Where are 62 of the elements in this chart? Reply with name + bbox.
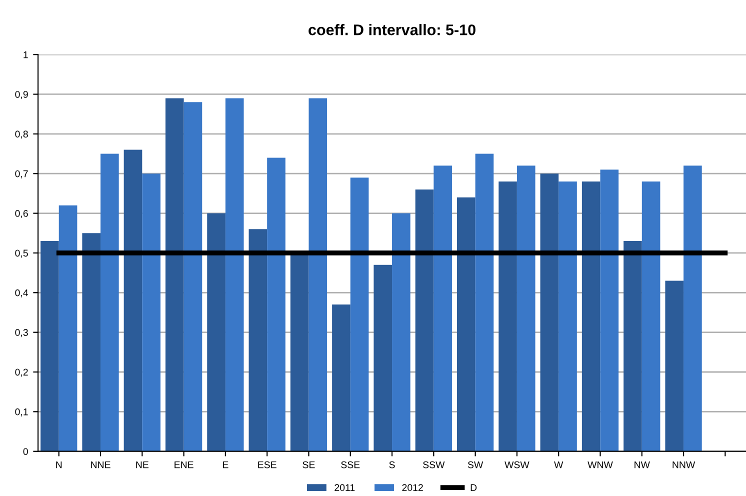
x-tick-label: E bbox=[223, 461, 228, 468]
bar bbox=[40, 241, 59, 452]
bar bbox=[434, 166, 452, 452]
x-tick-label: NNE bbox=[91, 461, 110, 468]
bar bbox=[624, 241, 642, 452]
x-tick-label: SW bbox=[468, 461, 484, 468]
bar bbox=[582, 182, 600, 452]
y-tick-label: 1 bbox=[24, 51, 28, 58]
bar bbox=[350, 178, 369, 452]
x-tick-label: WSW bbox=[504, 461, 530, 468]
y-tick-label: 0 bbox=[23, 448, 28, 455]
bar bbox=[124, 150, 142, 452]
y-tick-label: 0,1 bbox=[15, 408, 28, 416]
x-tick-label: NNW bbox=[672, 461, 696, 468]
bar bbox=[184, 102, 202, 452]
bar bbox=[392, 213, 410, 452]
bar bbox=[540, 174, 559, 452]
bar bbox=[600, 170, 619, 452]
x-tick-label: SSE bbox=[341, 461, 360, 468]
bar bbox=[456, 197, 476, 452]
bar bbox=[267, 158, 286, 452]
bar bbox=[207, 213, 226, 452]
x-tick-label: ESE bbox=[258, 461, 276, 468]
bar bbox=[100, 154, 119, 452]
bar bbox=[248, 229, 268, 452]
bar bbox=[58, 205, 78, 452]
x-tick-label: NE bbox=[136, 461, 148, 468]
x-tick-label: NW bbox=[634, 461, 650, 468]
y-tick-label: 0,8 bbox=[15, 130, 28, 139]
x-tick-label: S bbox=[389, 461, 395, 468]
bar bbox=[374, 264, 392, 452]
legend-label: 2011 bbox=[334, 484, 355, 492]
legend-label: 2012 bbox=[402, 484, 423, 492]
bar bbox=[475, 154, 494, 452]
bar bbox=[642, 182, 660, 452]
x-tick-label: SSW bbox=[423, 461, 445, 468]
y-tick-label: 0,6 bbox=[15, 210, 28, 218]
bar bbox=[415, 189, 434, 452]
bar bbox=[225, 98, 244, 452]
legend-label: D bbox=[470, 484, 477, 491]
chart-title: coeff. D intervallo: 5-10 bbox=[308, 24, 476, 36]
x-tick-label: ENE bbox=[174, 461, 194, 468]
bar bbox=[665, 280, 684, 452]
bar bbox=[516, 166, 536, 452]
bar bbox=[684, 166, 702, 452]
y-tick-label: 0,4 bbox=[15, 289, 28, 298]
bar bbox=[82, 233, 101, 452]
bar bbox=[308, 98, 328, 452]
x-tick-label: N bbox=[56, 461, 62, 468]
bar bbox=[558, 182, 577, 452]
x-tick-label: WNW bbox=[588, 461, 613, 468]
x-tick-label: SE bbox=[302, 461, 315, 468]
y-tick-label: 0,3 bbox=[15, 329, 28, 338]
y-tick-label: 0,9 bbox=[15, 90, 28, 100]
x-tick-label: W bbox=[554, 461, 564, 468]
y-tick-label: 0,7 bbox=[15, 170, 28, 178]
bar bbox=[332, 304, 350, 452]
bar bbox=[498, 182, 517, 452]
y-tick-label: 0,5 bbox=[15, 250, 28, 258]
bar bbox=[142, 174, 160, 452]
bar bbox=[165, 98, 184, 452]
y-tick-label: 0,2 bbox=[15, 368, 28, 377]
